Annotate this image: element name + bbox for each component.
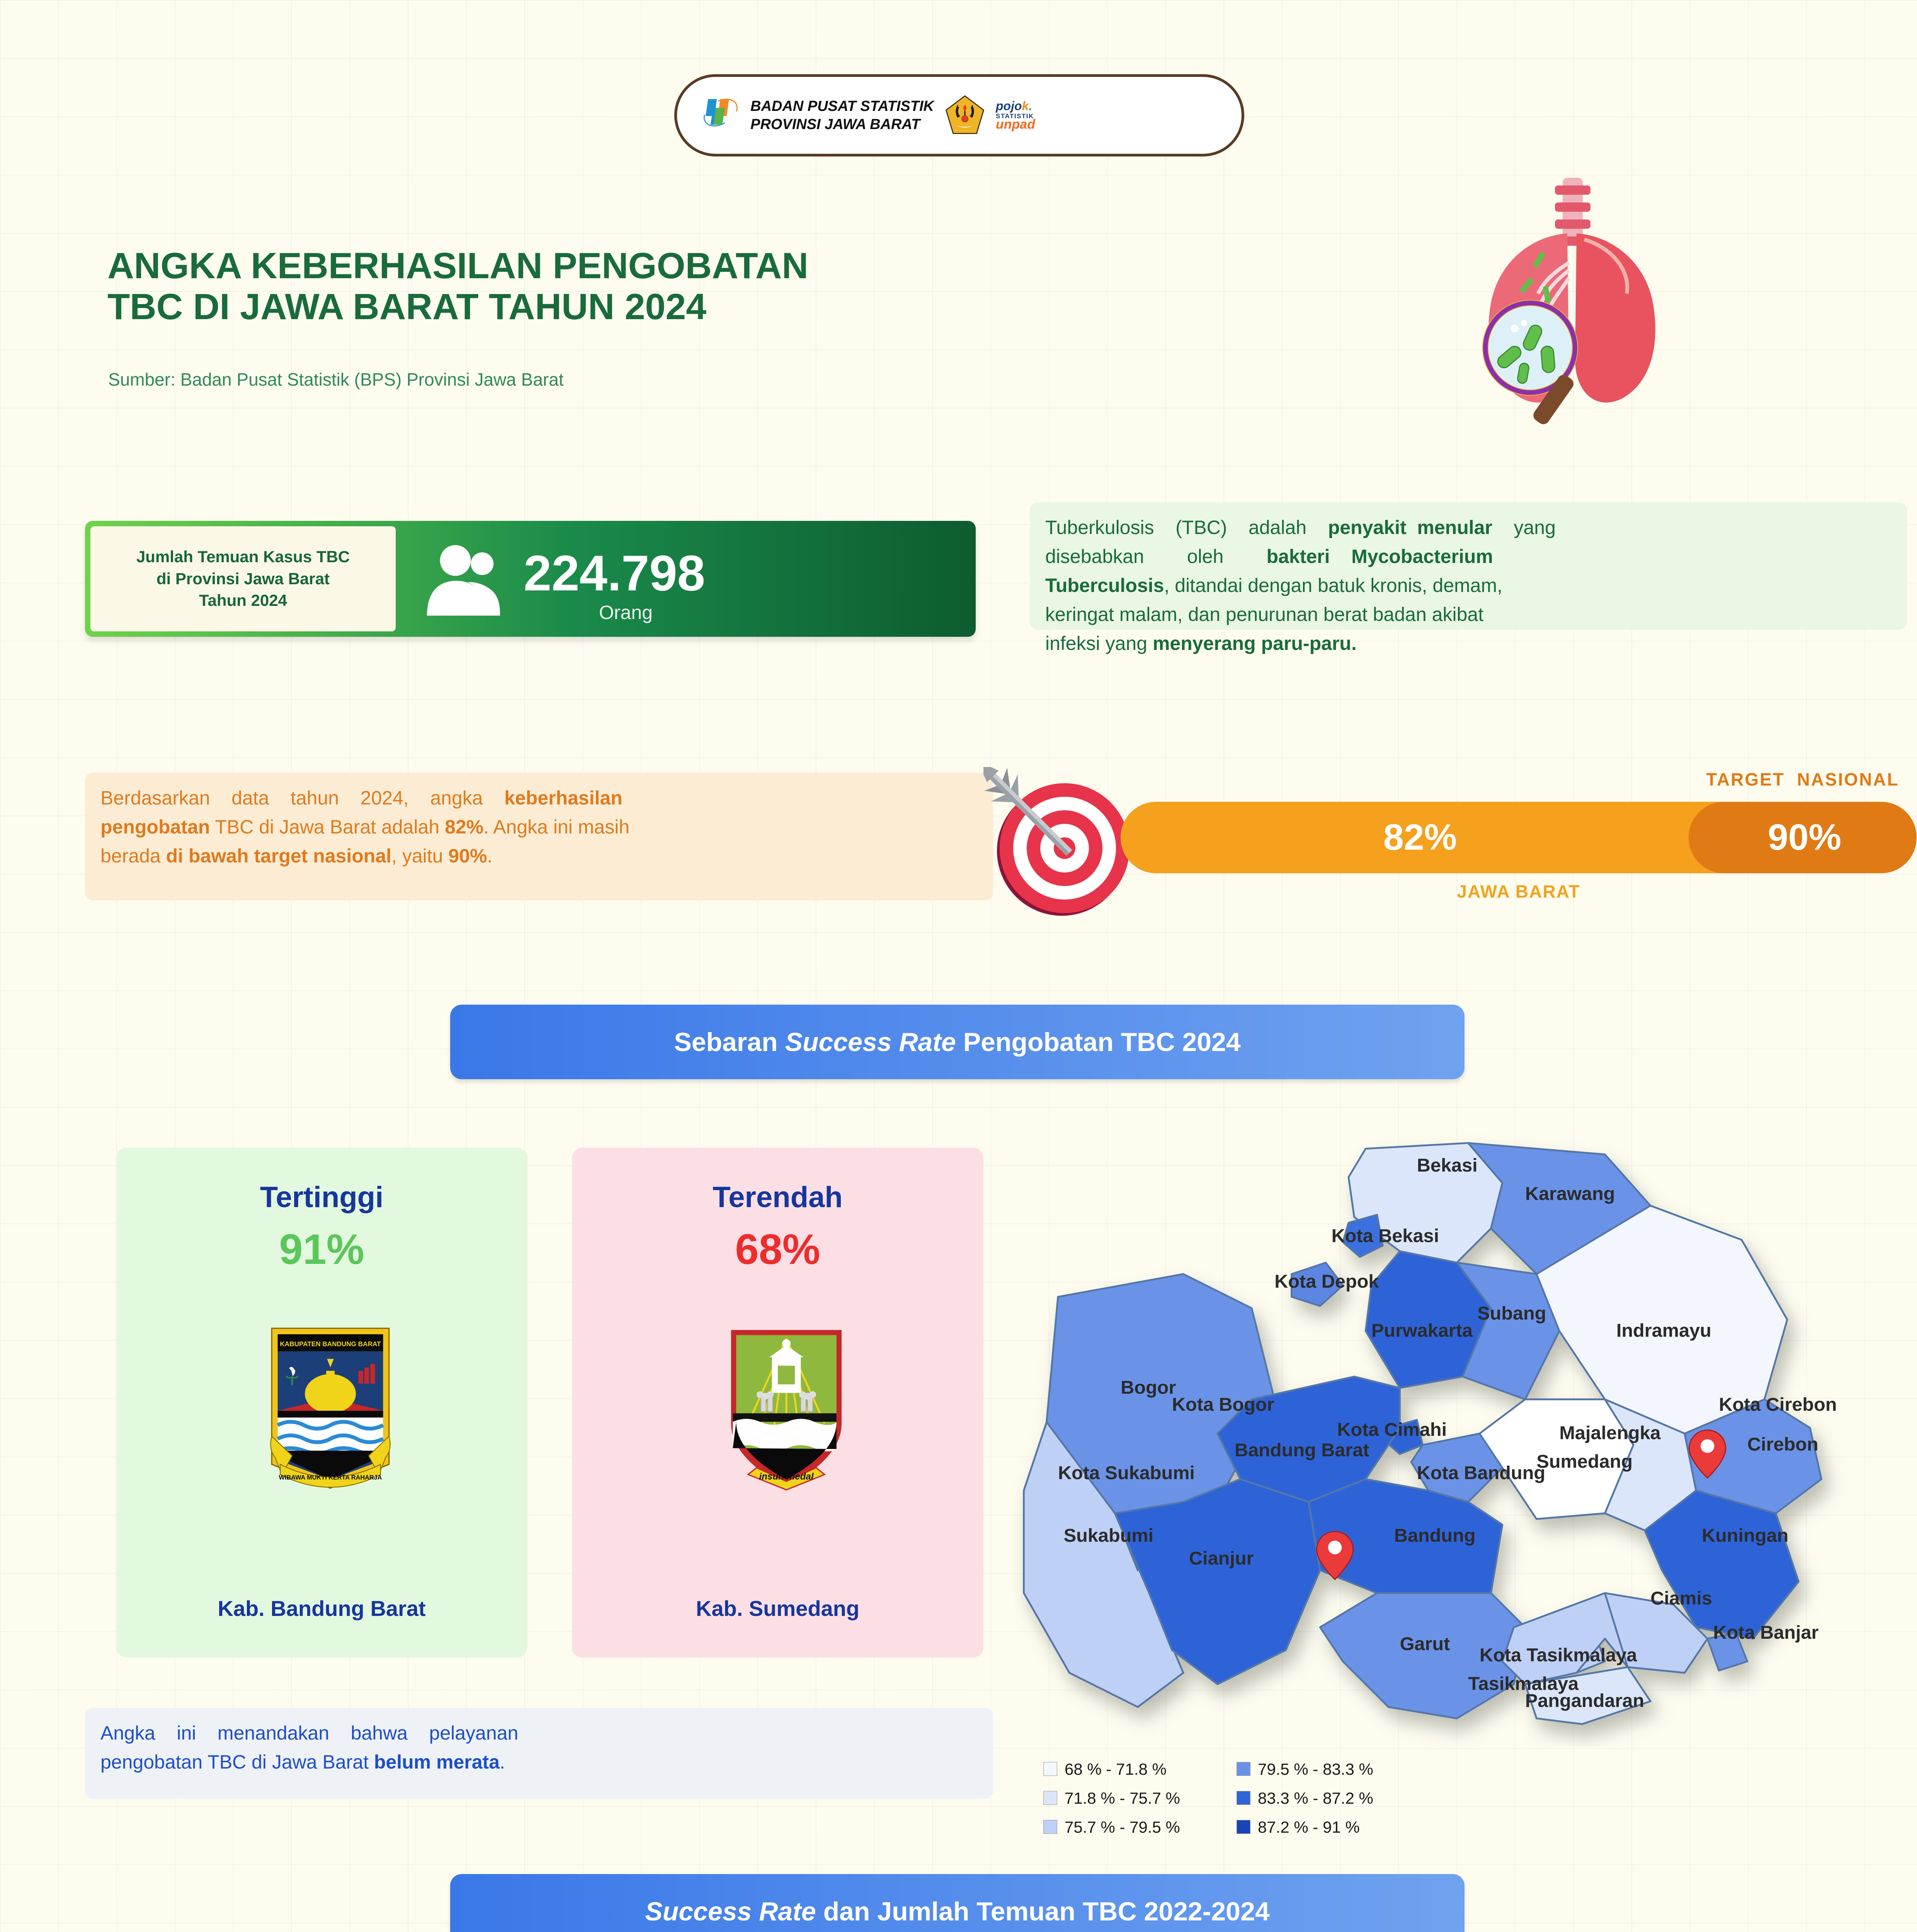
svg-text:Kota Depok: Kota Depok: [1274, 1271, 1379, 1292]
svg-text:Kota Tasikmalaya: Kota Tasikmalaya: [1480, 1645, 1637, 1666]
svg-text:Ciamis: Ciamis: [1650, 1588, 1712, 1609]
svg-text:Bandung Barat: Bandung Barat: [1235, 1440, 1369, 1461]
svg-text:Purwakarta: Purwakarta: [1371, 1320, 1473, 1341]
svg-text:Kota Bekasi: Kota Bekasi: [1332, 1226, 1439, 1247]
svg-text:Garut: Garut: [1400, 1633, 1450, 1654]
svg-text:Majalengka: Majalengka: [1559, 1423, 1661, 1444]
svg-text:Kota Bogor: Kota Bogor: [1172, 1394, 1274, 1415]
svg-text:Sukabumi: Sukabumi: [1064, 1525, 1153, 1546]
svg-text:Kota Banjar: Kota Banjar: [1713, 1622, 1818, 1643]
svg-text:Sumedang: Sumedang: [1536, 1451, 1633, 1472]
svg-text:Kuningan: Kuningan: [1702, 1525, 1788, 1546]
svg-text:insun medal: insun medal: [759, 1471, 814, 1482]
svg-text:Kota Bandung: Kota Bandung: [1417, 1463, 1545, 1483]
svg-text:Kota Cirebon: Kota Cirebon: [1719, 1394, 1837, 1415]
svg-text:Bandung: Bandung: [1394, 1525, 1476, 1546]
svg-text:Cirebon: Cirebon: [1747, 1434, 1818, 1455]
svg-text:Karawang: Karawang: [1525, 1184, 1615, 1204]
svg-text:Kota Cimahi: Kota Cimahi: [1337, 1419, 1447, 1440]
svg-text:Cianjur: Cianjur: [1189, 1548, 1254, 1569]
svg-text:Subang: Subang: [1477, 1303, 1546, 1324]
svg-text:WIBAWA MUKTI KERTA RAHARJA: WIBAWA MUKTI KERTA RAHARJA: [279, 1474, 382, 1481]
svg-text:Bogor: Bogor: [1121, 1377, 1176, 1398]
svg-text:Bekasi: Bekasi: [1417, 1155, 1478, 1176]
svg-text:Pangandaran: Pangandaran: [1525, 1690, 1644, 1711]
svg-text:KABUPATEN BANDUNG BARAT: KABUPATEN BANDUNG BARAT: [280, 1340, 381, 1348]
svg-text:Indramayu: Indramayu: [1616, 1320, 1711, 1341]
svg-text:Kota Sukabumi: Kota Sukabumi: [1058, 1463, 1195, 1483]
